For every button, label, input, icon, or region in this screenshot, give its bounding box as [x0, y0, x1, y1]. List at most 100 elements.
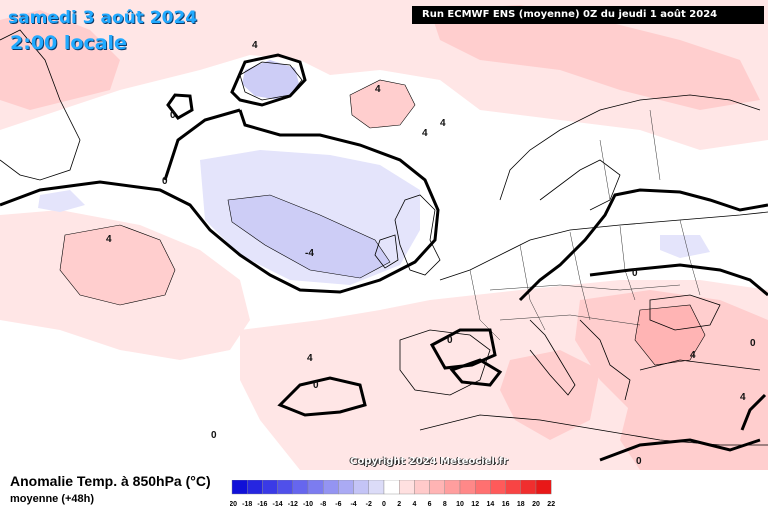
border-5	[679, 219, 701, 296]
contour-label: 0	[313, 380, 319, 391]
contour-zero-main	[0, 109, 440, 294]
scale-tick-label: -20	[230, 501, 237, 508]
scale-tick-label: -8	[320, 501, 326, 508]
contour-label: 0	[211, 430, 217, 441]
scale-tick-label: 16	[502, 501, 510, 508]
scale-tick-label: -18	[242, 501, 252, 508]
scale-tick-label: 10	[456, 501, 464, 508]
scale-swatch	[292, 480, 309, 495]
contour-zero-continent	[518, 188, 768, 302]
country-borders	[469, 109, 701, 341]
coast-british-isles	[394, 194, 441, 276]
scale-swatch	[444, 480, 461, 495]
coast-north-africa	[419, 414, 768, 446]
scale-swatch	[368, 480, 385, 495]
scale-swatch	[459, 480, 476, 495]
contour-label: 4	[440, 118, 446, 129]
four-degree-contours	[59, 79, 706, 366]
contour-zero-south-east	[599, 438, 761, 462]
contour-four-2	[59, 224, 176, 306]
contour-zero-iceland	[230, 53, 307, 107]
border-1	[469, 269, 501, 341]
scale-tick-label: 8	[443, 501, 447, 508]
warm-area-atlantic-core	[60, 225, 175, 305]
copyright-notice: Copyright 2024 Meteociel.fr	[350, 456, 508, 467]
scale-tick-label: 0	[382, 501, 386, 508]
scale-swatch	[262, 480, 278, 495]
warm-area-greenland	[0, 10, 120, 110]
coast-iberia	[399, 329, 491, 396]
scale-tick-label: 22	[547, 501, 555, 508]
scale-tick-label: 4	[412, 501, 416, 508]
warm-area-turkey-core	[635, 305, 705, 365]
contour-label: -4	[305, 248, 314, 259]
scale-swatch	[490, 480, 506, 495]
scale-tick-label: 6	[428, 501, 432, 508]
contour-label: 0	[750, 338, 756, 349]
coast-greenland	[0, 29, 81, 181]
contour-label: 4	[252, 40, 258, 51]
contour-label: 0	[162, 176, 168, 187]
contour-zero-small-loop	[166, 93, 194, 120]
legend-subtitle: moyenne (+48h)	[10, 493, 95, 505]
warm-area-norway-sea	[350, 80, 415, 128]
scale-swatch	[231, 480, 248, 495]
border-2	[519, 244, 546, 331]
coast-balkans	[579, 319, 631, 401]
contour-four-4	[634, 304, 706, 366]
scale-swatch	[277, 480, 293, 495]
contour-zero-greenland	[163, 108, 241, 181]
coast-turkey	[639, 359, 761, 371]
contour-label: 4	[690, 350, 696, 361]
contour-value-labels: 4 4 4 0 0 4 -4 4 0 4 0 0 4 0 0 4 0	[106, 40, 756, 467]
border-3	[569, 231, 591, 321]
border-8	[599, 139, 611, 201]
coast-black-sea	[649, 294, 721, 331]
cold-area-icelandic	[242, 60, 300, 100]
warm-area-arctic-east	[430, 5, 760, 110]
scale-swatch	[383, 480, 400, 495]
anomaly-map: 4 4 4 0 0 4 -4 4 0 4 0 0 4 0 0 4 0	[0, 0, 768, 470]
contour-zero-east	[589, 263, 768, 297]
coast-scandinavia	[499, 94, 761, 201]
scale-tick-label: 2	[397, 501, 401, 508]
contour-label: 0	[170, 110, 176, 121]
scale-swatch	[338, 480, 354, 495]
contour-label: 4	[307, 353, 313, 364]
scale-tick-label: -4	[350, 501, 356, 508]
contour-label: 0	[632, 268, 638, 279]
contour-zero-iberia	[429, 328, 497, 370]
scale-swatch	[353, 480, 369, 495]
contour-four-1	[349, 79, 416, 129]
legend-title: Anomalie Temp. à 850hPa (°C)	[10, 473, 211, 489]
contour-label: 0	[636, 456, 642, 467]
scale-swatch	[429, 480, 446, 495]
coastlines	[0, 29, 768, 446]
contour-four-3	[227, 194, 391, 279]
scale-tick-label: 20	[532, 501, 540, 508]
scale-swatch	[414, 480, 430, 495]
scale-swatch	[307, 480, 324, 495]
cold-anomaly-areas	[38, 60, 710, 285]
scale-swatch	[535, 480, 552, 495]
contour-label: 4	[740, 392, 746, 403]
scale-tick-label: 18	[517, 501, 525, 508]
contour-zero-right-edge	[740, 393, 767, 431]
coast-continent	[439, 211, 768, 281]
scale-tick-label: -2	[366, 501, 372, 508]
scale-swatch	[247, 480, 263, 495]
warm-area-north-africa	[620, 390, 768, 470]
scale-tick-label: -12	[288, 501, 298, 508]
scale-tick-label: -14	[273, 501, 283, 508]
scale-tick-label: -16	[257, 501, 267, 508]
legend-footer: Anomalie Temp. à 850hPa (°C) moyenne (+4…	[0, 470, 768, 512]
model-run-info: Run ECMWF ENS (moyenne) 0Z du jeudi 1 ao…	[412, 6, 764, 24]
warm-area-iberia-med	[500, 350, 600, 440]
cold-area-eastern-europe	[660, 235, 710, 258]
border-9	[649, 109, 661, 181]
cold-area-west	[38, 190, 85, 212]
scale-swatch	[398, 480, 415, 495]
border-6	[489, 284, 681, 291]
scale-swatch	[505, 480, 522, 495]
